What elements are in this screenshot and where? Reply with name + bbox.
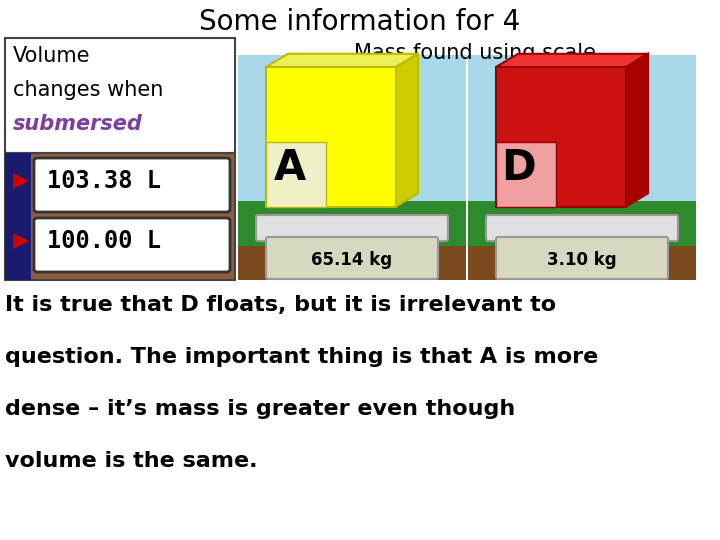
Text: 3.10 kg: 3.10 kg (547, 251, 617, 269)
FancyBboxPatch shape (266, 237, 438, 279)
Polygon shape (626, 54, 648, 206)
Polygon shape (13, 173, 29, 189)
Text: Some information for 4: Some information for 4 (199, 8, 521, 36)
Text: A: A (274, 146, 306, 188)
FancyBboxPatch shape (34, 218, 230, 272)
Text: It is true that D floats, but it is irrelevant to: It is true that D floats, but it is irre… (5, 295, 556, 315)
FancyBboxPatch shape (34, 158, 230, 212)
Text: question. The important thing is that A is more: question. The important thing is that A … (5, 347, 598, 367)
Text: 103.38 L: 103.38 L (47, 169, 161, 193)
Bar (238, 246, 466, 280)
Bar (468, 201, 696, 246)
Polygon shape (496, 54, 648, 67)
Text: volume is the same.: volume is the same. (5, 451, 258, 471)
Bar (496, 67, 626, 206)
FancyBboxPatch shape (496, 237, 668, 279)
Bar (238, 55, 466, 201)
Text: Volume: Volume (13, 46, 91, 66)
FancyBboxPatch shape (486, 215, 678, 241)
Text: 100.00 L: 100.00 L (47, 229, 161, 253)
Bar (266, 67, 396, 206)
Bar (5, 153, 31, 280)
Bar (5, 153, 235, 280)
Polygon shape (13, 233, 29, 249)
Polygon shape (396, 54, 418, 206)
Bar (468, 246, 696, 280)
Bar (468, 55, 696, 201)
Bar (496, 141, 556, 206)
Bar (5, 38, 235, 153)
Text: submersed: submersed (13, 114, 143, 134)
Text: dense – it’s mass is greater even though: dense – it’s mass is greater even though (5, 399, 516, 419)
FancyBboxPatch shape (256, 215, 448, 241)
Bar (238, 201, 466, 246)
Text: Mass found using scale: Mass found using scale (354, 43, 596, 63)
Polygon shape (266, 54, 418, 67)
Bar (266, 141, 326, 206)
Text: changes when: changes when (13, 80, 163, 100)
Text: D: D (501, 146, 536, 188)
Text: 65.14 kg: 65.14 kg (312, 251, 392, 269)
